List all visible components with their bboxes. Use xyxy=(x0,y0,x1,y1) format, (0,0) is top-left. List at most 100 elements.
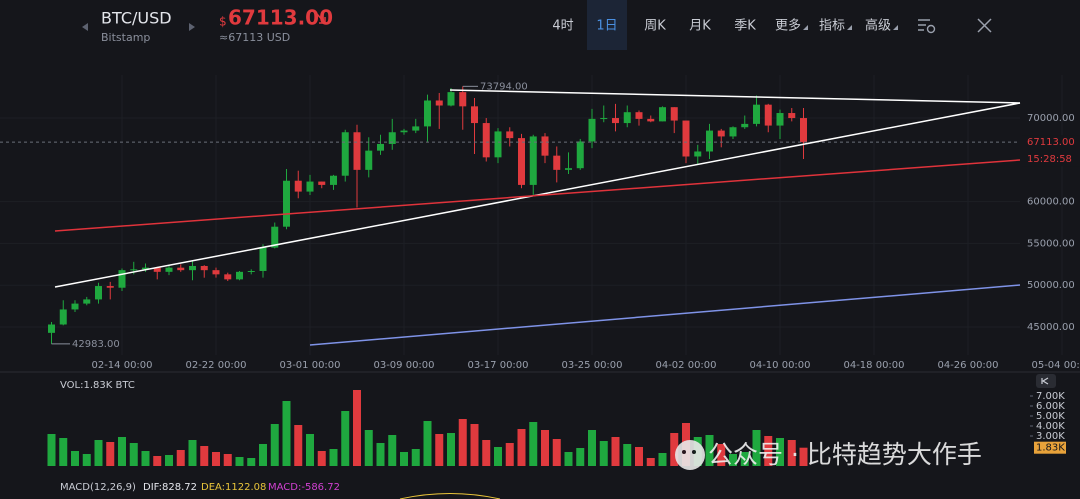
candle-body xyxy=(494,131,502,158)
macd-dif: DIF:828.72 xyxy=(143,482,197,493)
volume-bar xyxy=(400,452,408,466)
x-tick-label: 03-25 00:00 xyxy=(561,360,622,371)
toolbar-tab[interactable]: 月K xyxy=(689,19,711,34)
candle-body xyxy=(729,127,737,137)
y-tick-label: 70000.00 xyxy=(1027,113,1075,124)
candle-body xyxy=(741,123,749,128)
candle-body xyxy=(177,267,185,271)
candle-body xyxy=(576,141,584,169)
volume-bar xyxy=(247,458,256,466)
candle-body xyxy=(271,226,279,248)
volume-bar xyxy=(541,430,549,466)
prev-symbol[interactable] xyxy=(82,23,88,31)
toolbar-tab[interactable]: 1日 xyxy=(596,19,617,34)
volume-bar xyxy=(200,446,209,466)
volume-bar xyxy=(552,439,561,466)
dropdown-arrow xyxy=(847,25,852,30)
settings-icon[interactable] xyxy=(918,19,930,31)
candle-body xyxy=(189,265,196,271)
candle-body xyxy=(259,247,267,271)
volume-bar xyxy=(447,433,455,466)
symbol[interactable]: BTC/USD xyxy=(101,9,172,28)
x-tick-label: 03-09 00:00 xyxy=(373,360,434,371)
volume-bar xyxy=(176,450,185,466)
candle-body xyxy=(212,270,220,275)
volume-bar xyxy=(282,401,291,466)
volume-bar xyxy=(799,447,808,466)
candle-body xyxy=(717,130,725,137)
candle-body xyxy=(353,132,361,170)
volume-bar xyxy=(494,447,502,466)
toolbar-tab[interactable]: 季K xyxy=(734,19,756,34)
volume-bar xyxy=(576,448,585,466)
volume-bar xyxy=(188,440,197,466)
volume-bar xyxy=(235,457,244,466)
toolbar-tab[interactable]: 高级 xyxy=(865,18,891,34)
volume-bar xyxy=(294,425,303,466)
x-tick-label: 03-01 00:00 xyxy=(279,360,340,371)
candle-body xyxy=(612,118,619,124)
candle-body xyxy=(330,175,337,185)
volume-bar xyxy=(212,452,220,466)
candle-body xyxy=(764,104,772,126)
last-price-tag xyxy=(1022,135,1080,167)
volume-label: VOL:1.83K BTC xyxy=(60,380,135,391)
trend-line xyxy=(309,284,1021,346)
dropdown-arrow xyxy=(803,25,808,30)
x-tick-label: 04-18 00:00 xyxy=(843,360,904,371)
volume-bar xyxy=(764,436,773,466)
toolbar-tab[interactable]: 更多 xyxy=(775,18,801,34)
active-tab-bg xyxy=(587,0,627,50)
next-symbol[interactable] xyxy=(189,23,195,31)
x-tick-label: 04-02 00:00 xyxy=(655,360,716,371)
volume-bar xyxy=(376,443,385,466)
close-button[interactable] xyxy=(977,18,992,33)
candle-body xyxy=(165,267,173,272)
volume-bar xyxy=(223,454,232,466)
volume-bar xyxy=(306,434,314,466)
candle-body xyxy=(459,92,467,107)
candle-body xyxy=(412,126,420,131)
y-tick-label: 50000.00 xyxy=(1027,280,1075,291)
volume-bar xyxy=(118,437,126,466)
x-tick-label: 02-14 00:00 xyxy=(91,360,152,371)
volume-bar xyxy=(129,443,138,466)
volume-bar xyxy=(341,411,350,466)
wechat-icon xyxy=(675,440,705,470)
toolbar-tab[interactable]: 周K xyxy=(644,19,666,34)
candle-body xyxy=(247,271,255,272)
toolbar-tab[interactable]: 4时 xyxy=(552,19,573,34)
candle-body xyxy=(153,267,161,272)
toolbar-icons xyxy=(918,18,992,34)
watermark-text: 公众号 · 比特趋势大作手 xyxy=(708,440,982,469)
candle-body xyxy=(800,118,807,143)
last-price-label: 67113.00 xyxy=(1027,137,1075,148)
toolbar-tab[interactable]: 指标 xyxy=(819,19,845,34)
candle-body xyxy=(377,143,384,151)
candle-body xyxy=(506,131,514,139)
y-tick-label: 55000.00 xyxy=(1027,238,1075,249)
candle-body xyxy=(48,324,55,333)
high-label: 73794.00 xyxy=(480,81,528,92)
candle-body xyxy=(659,107,666,122)
candle-body xyxy=(670,107,678,121)
dropdown-arrow xyxy=(893,25,898,30)
volume-bar xyxy=(740,452,749,466)
low-label: 42983.00 xyxy=(72,339,120,350)
candle-body xyxy=(435,100,443,106)
volume-bar xyxy=(611,437,620,466)
candle-body xyxy=(130,269,138,271)
volume-bar xyxy=(329,449,338,466)
candle-body xyxy=(600,118,608,120)
volume-bar xyxy=(752,430,761,466)
candle-body xyxy=(753,104,760,124)
volume-bar xyxy=(599,441,608,466)
x-tick-label: 04-26 00:00 xyxy=(937,360,998,371)
candle-body xyxy=(588,118,596,142)
volume-bar xyxy=(388,435,397,466)
volume-tick-label: 1.83K xyxy=(1036,443,1065,454)
collapse-button[interactable] xyxy=(1036,374,1056,388)
y-tick-label: 45000.00 xyxy=(1027,322,1075,333)
candle-body xyxy=(283,180,290,227)
candle-body xyxy=(706,130,713,152)
